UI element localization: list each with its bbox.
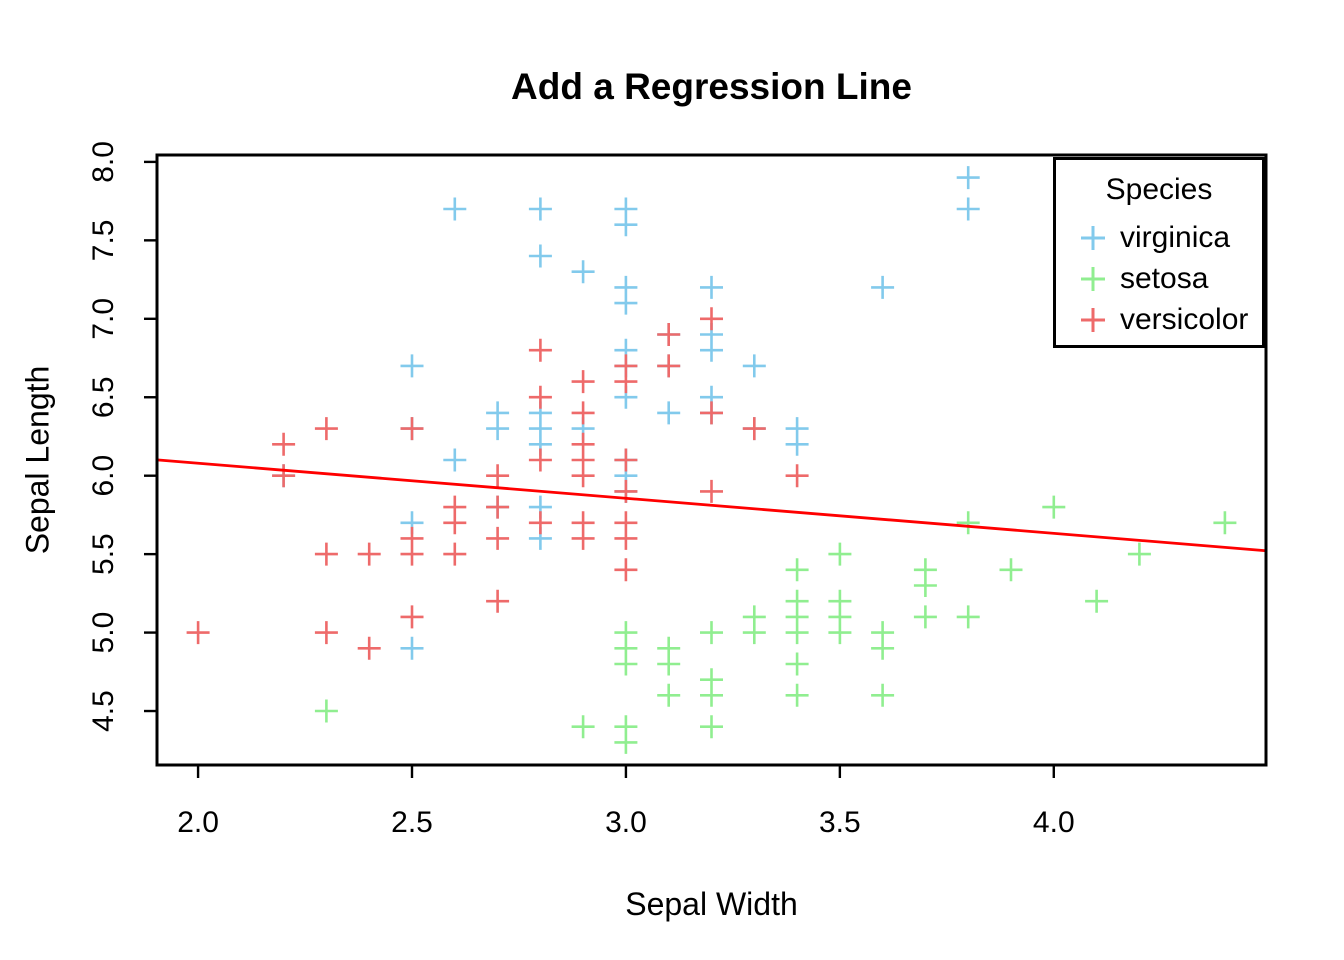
x-tick-label: 4.0: [1033, 806, 1075, 839]
x-axis-title: Sepal Width: [625, 886, 798, 922]
legend: Species virginica setosa versicolor: [1053, 157, 1265, 348]
y-tick-label: 5.0: [87, 612, 120, 654]
legend-entry-versicolor: versicolor: [1056, 300, 1262, 340]
y-tick-label: 8.0: [87, 141, 120, 183]
y-tick-label: 7.5: [87, 219, 120, 261]
data-point-markers: [314, 495, 1237, 754]
legend-title: Species: [1105, 173, 1213, 206]
series-virginica: [272, 166, 980, 660]
legend-entry-label: versicolor: [1120, 303, 1249, 336]
legend-entry-label: virginica: [1120, 221, 1231, 254]
chart-title: Add a Regression Line: [511, 66, 912, 107]
regression-line: [156, 458, 1267, 553]
y-tick-label: 4.5: [87, 690, 120, 732]
plus-marker-icon: [1081, 308, 1105, 332]
plus-marker-icon: [1081, 226, 1105, 250]
x-tick-label: 3.0: [605, 806, 647, 839]
data-point-markers: [272, 166, 980, 660]
data-point-markers: [186, 307, 809, 660]
x-tick-label: 2.5: [391, 806, 433, 839]
x-tick-label: 3.5: [819, 806, 861, 839]
plot-border: [155, 153, 1268, 767]
x-tick-label: 2.0: [177, 806, 219, 839]
series-versicolor: [186, 307, 809, 660]
y-tick-label: 6.0: [87, 455, 120, 497]
legend-entry-virginica: virginica: [1056, 218, 1262, 258]
y-tick-label: 6.5: [87, 376, 120, 418]
series-setosa: [314, 495, 1237, 754]
y-tick-label: 7.0: [87, 298, 120, 340]
legend-entry-label: setosa: [1120, 262, 1209, 295]
y-axis-title: Sepal Length: [19, 365, 56, 555]
y-tick-label: 5.5: [87, 533, 120, 575]
legend-entry-setosa: setosa: [1056, 259, 1262, 299]
plus-marker-icon: [1081, 267, 1105, 291]
